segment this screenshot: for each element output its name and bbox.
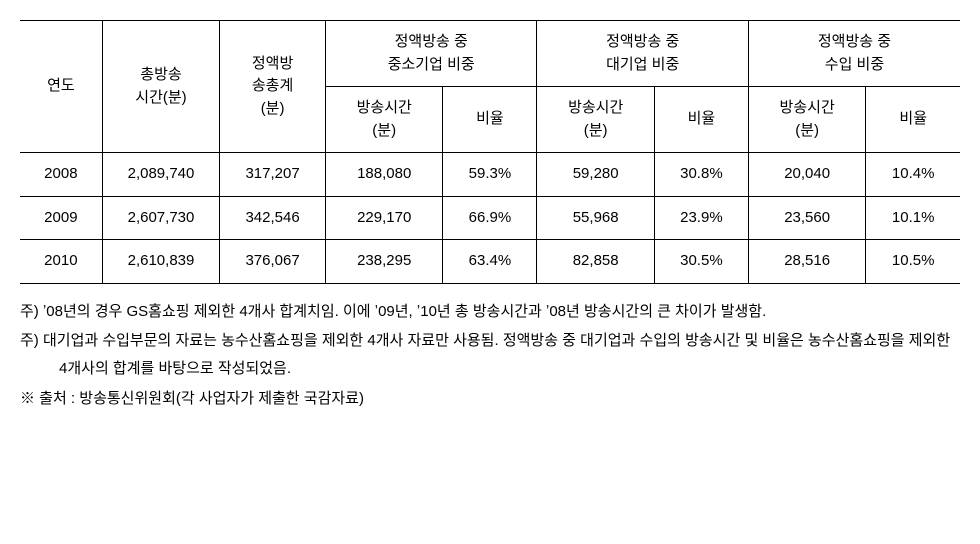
table-row: 2010 2,610,839 376,067 238,295 63.4% 82,… (20, 240, 960, 284)
col-sme-rate: 비율 (443, 87, 537, 153)
colgroup-import: 정액방송 중수입 비중 (748, 21, 960, 87)
cell-total: 2,089,740 (102, 153, 219, 197)
cell-year: 2008 (20, 153, 102, 197)
colgroup-large: 정액방송 중대기업 비중 (537, 21, 748, 87)
table-row: 2009 2,607,730 342,546 229,170 66.9% 55,… (20, 196, 960, 240)
col-large-rate: 비율 (654, 87, 748, 153)
footnote-2: 주) 대기업과 수입부문의 자료는 농수산홈쇼핑을 제외한 4개사 자료만 사용… (20, 327, 960, 383)
cell-fixed: 376,067 (220, 240, 326, 284)
cell-year: 2009 (20, 196, 102, 240)
footnotes: 주) ʼ08년의 경우 GS홈쇼핑 제외한 4개사 합계치임. 이에 ʼ09년,… (20, 298, 960, 413)
cell-fixed: 317,207 (220, 153, 326, 197)
cell-sme-bt: 188,080 (325, 153, 442, 197)
footnote-1: 주) ʼ08년의 경우 GS홈쇼핑 제외한 4개사 합계치임. 이에 ʼ09년,… (20, 298, 960, 326)
cell-large-rate: 23.9% (654, 196, 748, 240)
cell-large-bt: 59,280 (537, 153, 654, 197)
colgroup-sme: 정액방송 중중소기업 비중 (325, 21, 536, 87)
cell-year: 2010 (20, 240, 102, 284)
cell-large-rate: 30.5% (654, 240, 748, 284)
cell-sme-bt: 229,170 (325, 196, 442, 240)
source-line: ※ 출처 : 방송통신위원회(각 사업자가 제출한 국감자료) (20, 385, 960, 413)
cell-fixed: 342,546 (220, 196, 326, 240)
cell-sme-bt: 238,295 (325, 240, 442, 284)
col-total: 총방송시간(분) (102, 21, 219, 153)
cell-sme-rate: 66.9% (443, 196, 537, 240)
col-fixed: 정액방송총계(분) (220, 21, 326, 153)
broadcast-table: 연도 총방송시간(분) 정액방송총계(분) 정액방송 중중소기업 비중 정액방송… (20, 20, 960, 284)
cell-imp-rate: 10.4% (866, 153, 960, 197)
cell-imp-rate: 10.1% (866, 196, 960, 240)
col-imp-rate: 비율 (866, 87, 960, 153)
cell-large-bt: 82,858 (537, 240, 654, 284)
cell-imp-rate: 10.5% (866, 240, 960, 284)
cell-imp-bt: 28,516 (748, 240, 865, 284)
col-year: 연도 (20, 21, 102, 153)
table-row: 2008 2,089,740 317,207 188,080 59.3% 59,… (20, 153, 960, 197)
cell-large-bt: 55,968 (537, 196, 654, 240)
col-sme-bt: 방송시간(분) (325, 87, 442, 153)
cell-total: 2,610,839 (102, 240, 219, 284)
cell-imp-bt: 20,040 (748, 153, 865, 197)
col-imp-bt: 방송시간(분) (748, 87, 865, 153)
cell-imp-bt: 23,560 (748, 196, 865, 240)
cell-sme-rate: 63.4% (443, 240, 537, 284)
cell-sme-rate: 59.3% (443, 153, 537, 197)
col-large-bt: 방송시간(분) (537, 87, 654, 153)
cell-total: 2,607,730 (102, 196, 219, 240)
cell-large-rate: 30.8% (654, 153, 748, 197)
